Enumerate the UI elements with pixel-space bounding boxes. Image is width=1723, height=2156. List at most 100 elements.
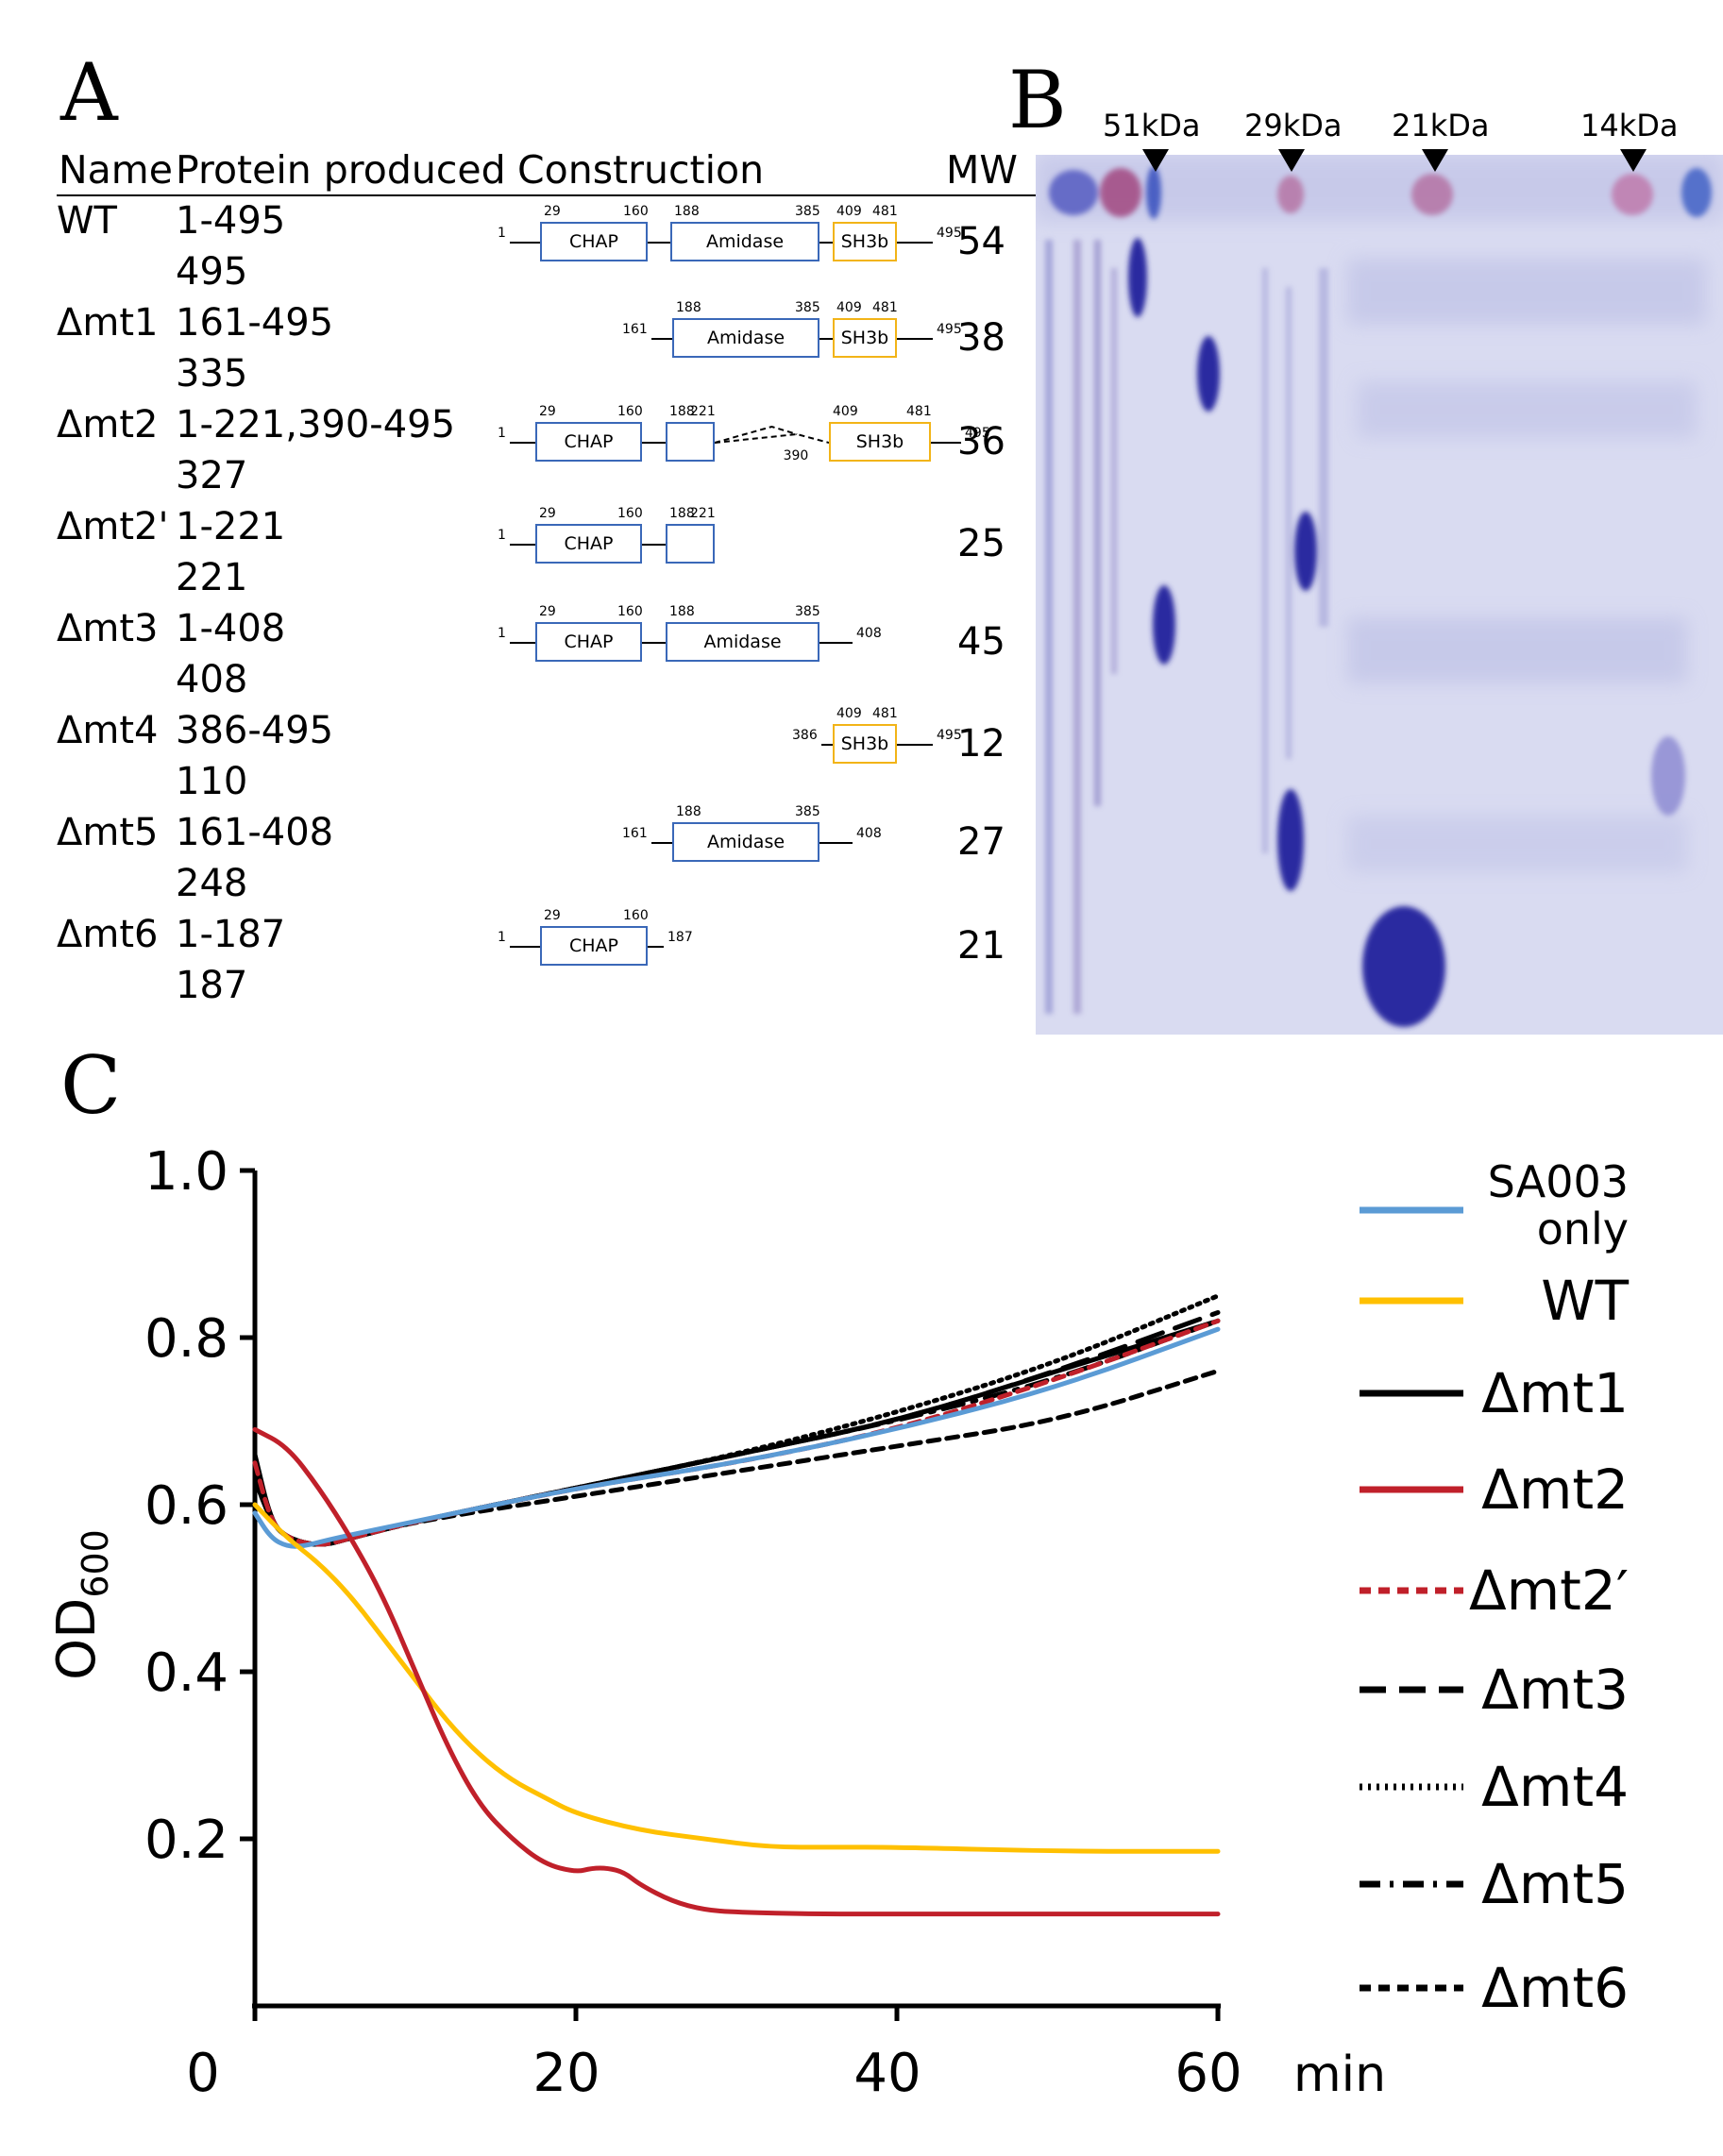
backbone-line xyxy=(651,338,672,340)
legend-label: Δmt6 xyxy=(1481,1956,1629,2020)
legend-label: Δmt5 xyxy=(1481,1852,1629,1916)
row-length: 110 xyxy=(176,760,248,803)
backbone-line xyxy=(642,544,666,546)
row-mw: 54 xyxy=(957,220,1005,263)
panel-a-letter: A xyxy=(60,46,118,139)
chart-axes: 0.2 0.4 0.6 0.8 1.0 0 20 40 60 min OD600 xyxy=(46,1141,1386,2104)
residue-label: 188 xyxy=(674,204,700,219)
row-mw: 12 xyxy=(957,722,1005,766)
residue-end: 495 xyxy=(937,322,962,337)
gel-lane-streaks xyxy=(1045,240,1328,1014)
residue-label: 481 xyxy=(872,300,898,315)
residue-end: 495 xyxy=(937,728,962,743)
residue-label: 385 xyxy=(795,804,820,819)
residue-start: 1 xyxy=(498,528,506,543)
legend-label: Δmt3 xyxy=(1481,1658,1629,1722)
residue-label: 160 xyxy=(617,404,643,419)
x-tick-label: 0 xyxy=(186,2043,220,2104)
row-length: 327 xyxy=(176,454,248,497)
gel-band-faint xyxy=(1651,736,1685,816)
residue-label: 160 xyxy=(617,604,643,619)
y-axis-label: OD600 xyxy=(46,1529,116,1680)
residue-start: 1 xyxy=(498,626,506,641)
backbone-line xyxy=(897,744,933,746)
residue-label: 221 xyxy=(690,506,716,521)
row-length: 248 xyxy=(176,862,248,905)
residue-start: 1 xyxy=(498,426,506,441)
domain-amidase: Amidase xyxy=(666,622,819,662)
row-mw: 21 xyxy=(957,924,1005,968)
domain-sh3b: SH3b xyxy=(833,724,897,764)
row-range: 161-408 xyxy=(176,811,334,854)
domain-chap: CHAP xyxy=(535,622,642,662)
residue-label: 160 xyxy=(623,908,649,923)
backbone-line xyxy=(819,642,853,644)
header-mw: MW xyxy=(946,147,1018,193)
x-axis-label: min xyxy=(1293,2047,1386,2103)
deletion-dashed-line xyxy=(715,425,829,444)
residue-start: 386 xyxy=(792,728,818,743)
backbone-line xyxy=(821,744,833,746)
residue-start: 1 xyxy=(498,930,506,945)
residue-label: 409 xyxy=(836,706,862,721)
row-length: 335 xyxy=(176,352,248,396)
residue-label: 221 xyxy=(690,404,716,419)
gel-band xyxy=(1277,789,1304,891)
row-range: 1-187 xyxy=(176,913,286,956)
marker-label: 14kDa xyxy=(1580,108,1679,143)
residue-end: 495 xyxy=(937,226,962,241)
row-range: 161-495 xyxy=(176,301,334,345)
od600-lysis-chart: 0.2 0.4 0.6 0.8 1.0 0 20 40 60 min OD600 SA003only… xyxy=(46,1141,1630,2104)
domain-amidase: Amidase xyxy=(672,822,819,862)
legend-label: only xyxy=(1537,1204,1629,1255)
marker-arrow-icon xyxy=(1422,149,1448,172)
domain-fragment xyxy=(666,524,715,564)
legend-label: WT xyxy=(1541,1269,1629,1333)
gel-band xyxy=(1362,906,1445,1027)
backbone-line xyxy=(642,442,666,444)
gel-band xyxy=(1197,336,1220,412)
legend-label: SA003 xyxy=(1488,1156,1629,1207)
row-mw: 25 xyxy=(957,522,1005,565)
residue-end: 187 xyxy=(667,930,693,945)
y-tick-label: 0.4 xyxy=(144,1642,228,1704)
series-line-sa003only xyxy=(252,1326,1221,1549)
backbone-line xyxy=(642,642,666,644)
y-tick-label: 0.6 xyxy=(144,1475,228,1537)
backbone-line xyxy=(819,338,833,340)
residue-label: 385 xyxy=(795,300,820,315)
row-range: 1-221,390-495 xyxy=(176,403,456,446)
gel-band xyxy=(1294,512,1317,591)
header-protein: Protein produced xyxy=(176,147,506,193)
row-mw: 27 xyxy=(957,820,1005,864)
residue-end: 408 xyxy=(856,626,882,641)
y-tick-label: 1.0 xyxy=(144,1141,228,1203)
series-line-mt6 xyxy=(252,1368,1221,1547)
residue-label: 409 xyxy=(833,404,858,419)
row-name: Δmt6 xyxy=(57,913,159,956)
header-name: Name xyxy=(59,147,173,193)
residue-label: 160 xyxy=(623,204,649,219)
panel-c-letter: C xyxy=(60,1039,122,1132)
domain-chap: CHAP xyxy=(540,926,648,966)
domain-sh3b: SH3b xyxy=(833,318,897,358)
y-tick-label: 0.8 xyxy=(144,1308,228,1370)
domain-chap: CHAP xyxy=(535,422,642,462)
residue-label: 188 xyxy=(669,506,695,521)
backbone-line xyxy=(648,242,670,244)
header-construction: Construction xyxy=(517,147,765,193)
backbone-line xyxy=(651,842,672,844)
residue-label: 188 xyxy=(669,604,695,619)
marker-label: 29kDa xyxy=(1244,108,1343,143)
row-range: 1-495 xyxy=(176,199,286,243)
row-mw: 36 xyxy=(957,420,1005,463)
residue-gap: 390 xyxy=(783,448,809,463)
residue-label: 188 xyxy=(676,300,701,315)
row-length: 221 xyxy=(176,556,248,599)
gel-top-markers xyxy=(1049,166,1712,219)
domain-sh3b: SH3b xyxy=(829,422,931,462)
residue-label: 188 xyxy=(669,404,695,419)
marker-label: 21kDa xyxy=(1392,108,1490,143)
domain-chap: CHAP xyxy=(535,524,642,564)
